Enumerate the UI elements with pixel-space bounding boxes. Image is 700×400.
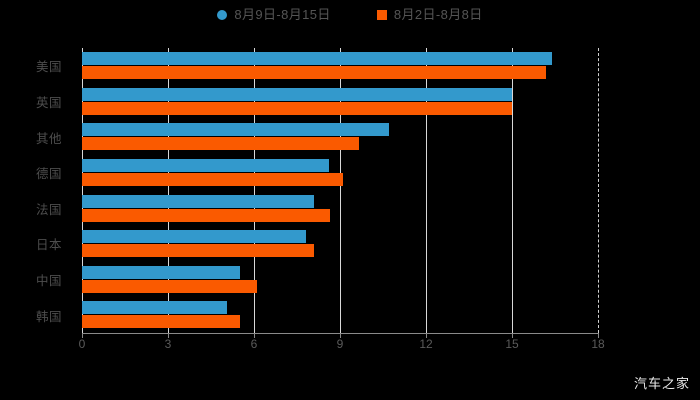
bar[interactable] bbox=[82, 101, 512, 115]
y-axis-label: 中国 bbox=[35, 274, 62, 289]
gridline bbox=[426, 48, 427, 333]
y-axis-label: 英国 bbox=[35, 95, 62, 110]
y-axis-label: 法国 bbox=[35, 202, 62, 217]
gridline bbox=[598, 48, 599, 333]
bar-row bbox=[82, 48, 598, 84]
bar-row bbox=[82, 119, 598, 155]
bar-row bbox=[82, 84, 598, 120]
plot-area bbox=[82, 48, 599, 333]
bar-row bbox=[82, 155, 598, 191]
legend-item-label: 8月2日-8月8日 bbox=[393, 7, 483, 22]
bar[interactable] bbox=[82, 87, 512, 101]
watermark-logo: 汽车之家 bbox=[633, 376, 690, 391]
square-marker-icon bbox=[376, 10, 387, 20]
bar[interactable] bbox=[82, 137, 359, 151]
legend-item[interactable]: 8月2日-8月8日 bbox=[376, 7, 483, 22]
y-axis-label: 韩国 bbox=[35, 309, 62, 324]
x-axis-tick-label: 15 bbox=[505, 337, 519, 351]
legend-item-label: 8月9日-8月15日 bbox=[234, 7, 331, 22]
bar[interactable] bbox=[82, 123, 389, 137]
y-axis-category-labels: 美国英国其他德国法国日本中国韩国 bbox=[0, 48, 74, 333]
circle-marker-icon bbox=[217, 10, 228, 20]
legend-item[interactable]: 8月9日-8月15日 bbox=[217, 8, 330, 22]
x-axis-tick bbox=[168, 333, 169, 338]
y-axis-label: 美国 bbox=[35, 60, 62, 75]
x-axis-tick-label: 9 bbox=[336, 337, 344, 351]
bar[interactable] bbox=[82, 279, 257, 293]
gridline bbox=[254, 48, 255, 333]
x-axis-tick-labels: 0 3 6 9 12 15 18 bbox=[0, 337, 700, 355]
x-axis-tick bbox=[340, 333, 341, 338]
x-axis-tick-label: 3 bbox=[164, 337, 172, 351]
x-axis-tick-label: 12 bbox=[419, 337, 433, 351]
y-axis-label: 其他 bbox=[35, 131, 62, 146]
gridline bbox=[512, 48, 513, 333]
bar[interactable] bbox=[82, 194, 315, 208]
x-axis-tick bbox=[426, 333, 427, 338]
bar[interactable] bbox=[82, 315, 240, 329]
x-axis-tick-label: 0 bbox=[78, 337, 86, 351]
x-axis-tick-label: 6 bbox=[250, 337, 258, 351]
x-axis-tick bbox=[82, 333, 83, 338]
gridline bbox=[340, 48, 341, 333]
bar-row bbox=[82, 262, 598, 298]
bar[interactable] bbox=[82, 52, 553, 65]
gridline bbox=[82, 48, 83, 333]
bar[interactable] bbox=[82, 230, 306, 244]
x-axis-tick bbox=[598, 333, 599, 338]
bar[interactable] bbox=[82, 208, 330, 222]
gridline bbox=[168, 48, 169, 333]
bar-row bbox=[82, 297, 598, 333]
y-axis-label: 德国 bbox=[35, 167, 62, 182]
x-axis-tick-label: 18 bbox=[591, 337, 605, 351]
bar[interactable] bbox=[82, 158, 329, 172]
x-axis-tick bbox=[512, 333, 513, 338]
chart-legend: 8月9日-8月15日 8月2日-8月8日 bbox=[0, 8, 700, 22]
bar[interactable] bbox=[82, 244, 315, 258]
bar-rows bbox=[82, 48, 598, 333]
bar[interactable] bbox=[82, 265, 240, 279]
x-axis-tick bbox=[254, 333, 255, 338]
y-axis-label: 日本 bbox=[35, 238, 62, 253]
bar[interactable] bbox=[82, 301, 227, 315]
bar-row bbox=[82, 226, 598, 262]
bar-row bbox=[82, 191, 598, 227]
bar[interactable] bbox=[82, 66, 547, 79]
bar[interactable] bbox=[82, 172, 343, 186]
